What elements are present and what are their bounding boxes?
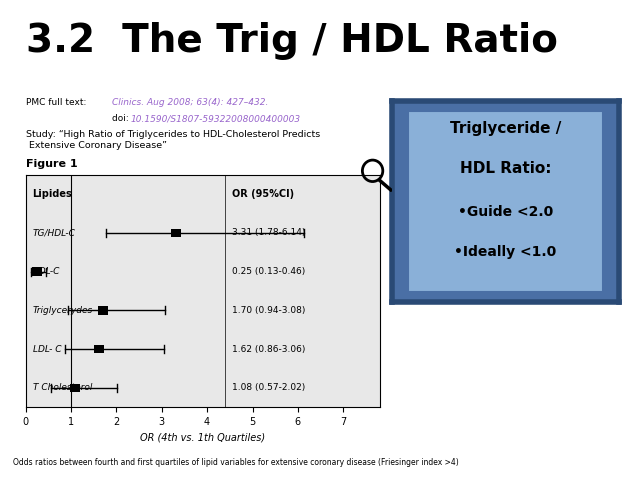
Bar <box>171 228 181 237</box>
FancyBboxPatch shape <box>408 111 603 292</box>
Bar <box>70 384 80 392</box>
Text: Triglyceride /: Triglyceride / <box>450 121 561 136</box>
Text: •Ideally <1.0: •Ideally <1.0 <box>454 245 557 260</box>
Text: OR (95%CI): OR (95%CI) <box>232 189 294 199</box>
Text: HDL Ratio:: HDL Ratio: <box>460 161 551 176</box>
Text: HDL-C: HDL-C <box>33 267 60 276</box>
X-axis label: OR (4th vs. 1th Quartiles): OR (4th vs. 1th Quartiles) <box>140 433 265 443</box>
Text: doi:: doi: <box>112 114 134 123</box>
Text: T Cholesterol: T Cholesterol <box>33 383 92 392</box>
Text: 1.62 (0.86-3.06): 1.62 (0.86-3.06) <box>232 344 306 354</box>
Text: Triglycerydes: Triglycerydes <box>33 306 93 315</box>
Text: 0.25 (0.13-0.46): 0.25 (0.13-0.46) <box>232 267 306 276</box>
Text: PMC full text:: PMC full text: <box>26 98 92 107</box>
Text: Odds ratios between fourth and first quartiles of lipid variables for extensive : Odds ratios between fourth and first qua… <box>13 458 459 467</box>
Text: 10.1590/S1807-59322008000400003: 10.1590/S1807-59322008000400003 <box>131 114 301 123</box>
Bar <box>94 345 104 354</box>
Text: Lipides: Lipides <box>33 189 72 199</box>
Text: Clinics. Aug 2008; 63(4): 427–432.: Clinics. Aug 2008; 63(4): 427–432. <box>112 98 268 107</box>
Text: TG/HDL-C: TG/HDL-C <box>33 228 75 238</box>
Text: Figure 1: Figure 1 <box>26 159 77 169</box>
Text: 1.70 (0.94-3.08): 1.70 (0.94-3.08) <box>232 306 306 315</box>
Text: Study: “High Ratio of Triglycerides to HDL-Cholesterol Predicts
 Extensive Coron: Study: “High Ratio of Triglycerides to H… <box>26 130 320 150</box>
Bar <box>32 267 42 276</box>
Text: •Guide <2.0: •Guide <2.0 <box>458 205 553 219</box>
Text: LDL- C: LDL- C <box>33 344 61 354</box>
Text: 3.2  The Trig / HDL Ratio: 3.2 The Trig / HDL Ratio <box>26 22 558 59</box>
Bar <box>98 306 108 315</box>
Text: 3.31 (1.78-6.14): 3.31 (1.78-6.14) <box>232 228 306 238</box>
Text: 1.08 (0.57-2.02): 1.08 (0.57-2.02) <box>232 383 306 392</box>
